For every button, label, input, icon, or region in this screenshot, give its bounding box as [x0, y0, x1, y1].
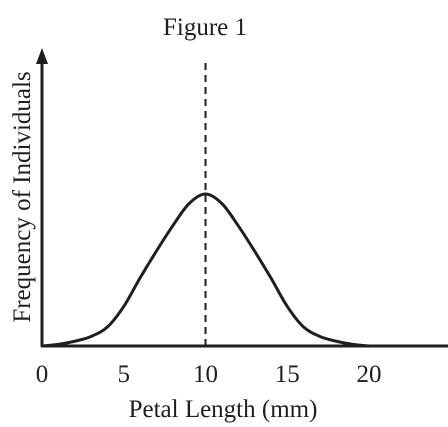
x-tick-label: 15: [275, 361, 300, 388]
x-tick-label: 5: [118, 361, 131, 388]
x-tick-label: 20: [357, 361, 382, 388]
x-tick-label: 10: [193, 361, 218, 388]
x-axis-label: Petal Length (mm): [129, 396, 318, 423]
y-axis-label: Frequency of Individuals: [9, 71, 36, 322]
chart-title: Figure 1: [163, 14, 247, 41]
distribution-curve: [40, 192, 371, 348]
y-axis-arrow: [36, 48, 48, 64]
x-tick-label: 0: [36, 361, 49, 388]
